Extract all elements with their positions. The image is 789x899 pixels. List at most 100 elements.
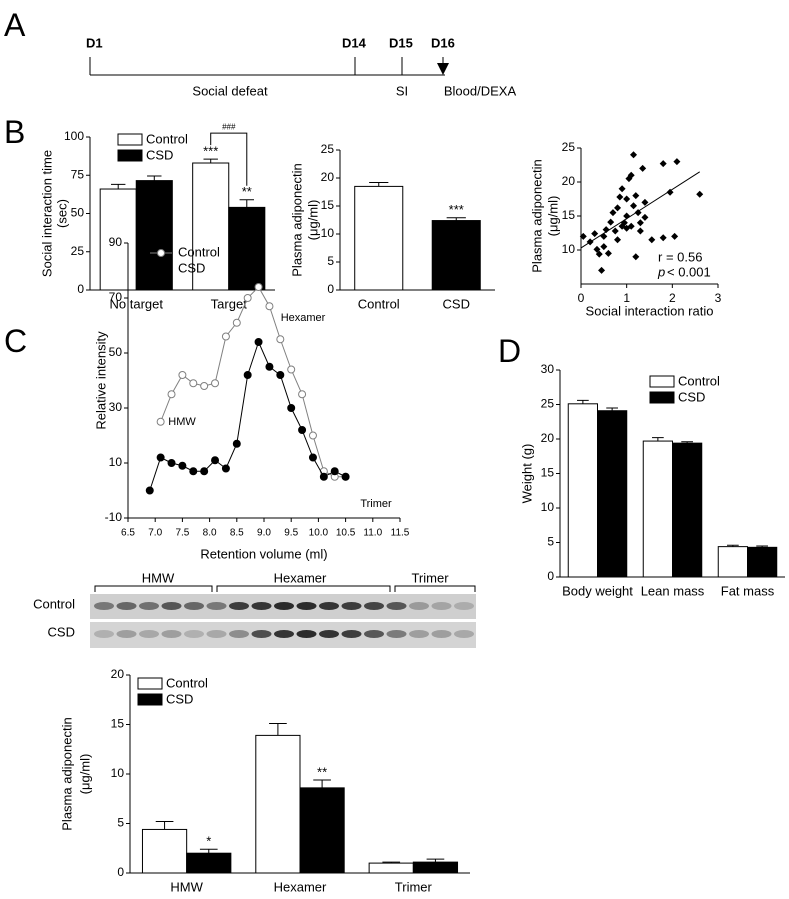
blot-group: Hexamer xyxy=(274,570,327,585)
blot-band xyxy=(116,602,137,610)
point xyxy=(623,195,631,203)
error-bar xyxy=(110,183,126,190)
error-bar xyxy=(606,407,618,411)
point xyxy=(609,209,617,217)
x-tick-label: 10.5 xyxy=(336,528,356,539)
y-axis-label: Plasma adiponectin xyxy=(529,159,544,272)
annotation: Hexamer xyxy=(281,312,326,324)
point xyxy=(221,332,230,341)
blot-band xyxy=(206,630,227,638)
x-tick-label: Trimer xyxy=(395,879,433,894)
day-label: D14 xyxy=(342,35,367,50)
point xyxy=(632,253,640,261)
error-bar xyxy=(203,158,218,164)
legend-label: CSD xyxy=(678,389,705,404)
timeline: D1 D14 D15 D16 Social defeat SI Blood/DE… xyxy=(86,35,516,98)
y-tick-label: 5 xyxy=(327,254,334,268)
point xyxy=(200,382,209,390)
y-tick-label: 0 xyxy=(327,282,334,296)
blot-band xyxy=(251,602,272,610)
bar xyxy=(642,440,673,578)
y-axis-label: (μg/ml) xyxy=(305,200,320,241)
x-tick-label: Hexamer xyxy=(274,879,327,894)
bar xyxy=(192,162,230,291)
error-bar xyxy=(426,858,445,863)
significance: *** xyxy=(449,202,464,217)
y-axis-label: Plasma adiponectin xyxy=(59,717,74,830)
phase-label: SI xyxy=(396,83,408,98)
legend-marker xyxy=(157,249,165,257)
panel-label: D xyxy=(498,333,521,369)
y-axis-label: Plasma adiponectin xyxy=(289,163,304,276)
point xyxy=(265,362,274,371)
blot-band xyxy=(161,630,182,638)
blot-band xyxy=(184,602,204,610)
error-bar xyxy=(756,545,768,548)
point xyxy=(600,232,608,240)
timeline-arrowhead xyxy=(437,63,449,75)
error-bar xyxy=(446,217,466,221)
point xyxy=(659,160,667,168)
legend-swatch xyxy=(649,375,675,388)
x-tick-label: Target xyxy=(211,296,248,311)
point xyxy=(298,390,307,399)
point xyxy=(634,209,642,217)
point xyxy=(243,294,252,302)
x-tick-label: 11.5 xyxy=(391,528,410,539)
y-tick-label: 50 xyxy=(71,206,85,220)
legend-label: CSD xyxy=(166,691,193,706)
blot-band xyxy=(274,602,294,610)
y-tick-label: 5 xyxy=(117,816,124,830)
error-bar xyxy=(382,861,401,864)
legend-marker xyxy=(157,265,165,273)
point xyxy=(630,202,638,210)
blot-band xyxy=(341,602,362,610)
y-tick-label: 25 xyxy=(71,244,85,258)
point xyxy=(243,371,252,379)
blot-band xyxy=(251,630,272,638)
point xyxy=(607,218,615,226)
x-tick-label: CSD xyxy=(443,296,470,311)
x-tick-label: HMW xyxy=(170,879,203,894)
blot-band xyxy=(229,602,249,610)
point xyxy=(211,379,220,388)
point xyxy=(627,171,635,179)
blot-band xyxy=(319,630,339,638)
point xyxy=(232,318,241,327)
point xyxy=(602,226,610,234)
legend-swatch xyxy=(117,149,143,162)
point xyxy=(178,371,187,379)
blot-band xyxy=(274,630,294,638)
x-axis-label: Social interaction ratio xyxy=(586,303,714,318)
y-tick-label: 20 xyxy=(562,174,576,188)
error-bar xyxy=(681,441,693,444)
point xyxy=(627,222,635,230)
x-tick-label: No target xyxy=(110,296,164,311)
y-tick-label: -10 xyxy=(105,510,123,524)
point xyxy=(319,472,328,481)
point xyxy=(308,453,317,462)
bar xyxy=(412,861,459,874)
y-tick-label: 50 xyxy=(109,345,123,359)
phase-label: Social defeat xyxy=(192,83,268,98)
point xyxy=(595,250,603,258)
bracket xyxy=(210,132,248,186)
y-tick-label: 25 xyxy=(541,397,555,411)
point xyxy=(200,467,209,476)
blot-band xyxy=(431,602,452,610)
x-tick-label: Body weight xyxy=(562,583,633,598)
point xyxy=(287,365,296,374)
bar xyxy=(672,442,703,578)
significance: ** xyxy=(317,764,327,779)
y-tick-label: 90 xyxy=(109,235,123,249)
point xyxy=(614,204,622,212)
point xyxy=(156,453,165,462)
y-tick-label: 75 xyxy=(71,167,85,181)
day-label: D15 xyxy=(389,35,413,50)
point xyxy=(618,185,626,193)
error-bar xyxy=(313,779,331,788)
y-tick-label: 100 xyxy=(64,129,84,143)
x-tick-label: 9.5 xyxy=(284,528,298,539)
legend-label: Control xyxy=(678,373,720,388)
point xyxy=(254,338,263,346)
